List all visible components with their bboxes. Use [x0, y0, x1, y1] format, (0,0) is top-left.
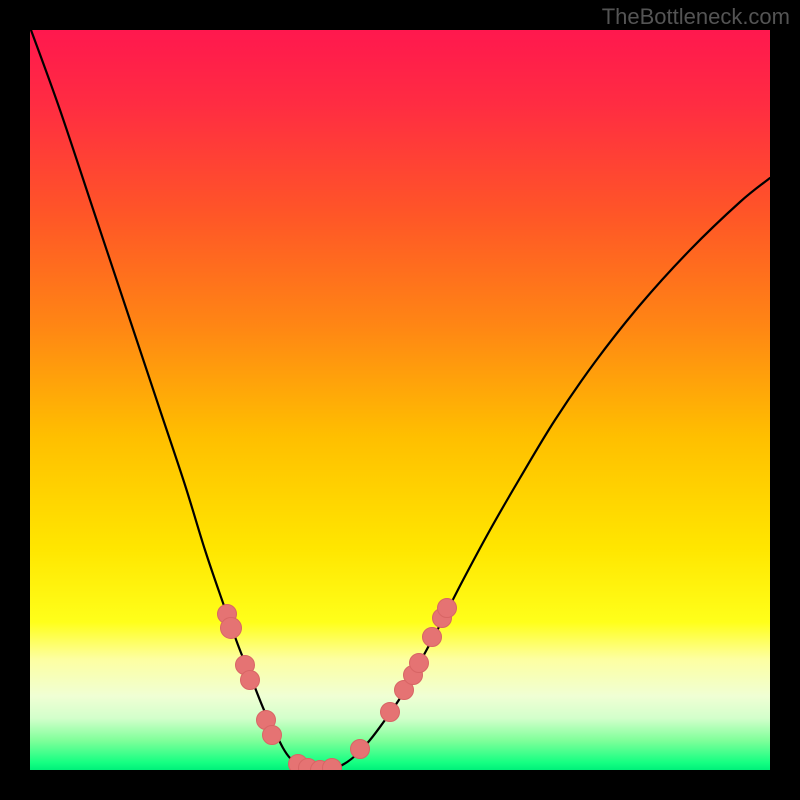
- plot-area: [30, 30, 770, 770]
- data-marker: [422, 627, 442, 647]
- chart-frame: TheBottleneck.com: [0, 0, 800, 800]
- data-marker: [437, 598, 457, 618]
- data-marker: [350, 739, 370, 759]
- data-marker: [240, 670, 260, 690]
- watermark-label: TheBottleneck.com: [602, 4, 790, 30]
- data-marker: [220, 617, 242, 639]
- data-markers: [30, 30, 770, 770]
- data-marker: [380, 702, 400, 722]
- data-marker: [322, 758, 342, 770]
- data-marker: [409, 653, 429, 673]
- data-marker: [262, 725, 282, 745]
